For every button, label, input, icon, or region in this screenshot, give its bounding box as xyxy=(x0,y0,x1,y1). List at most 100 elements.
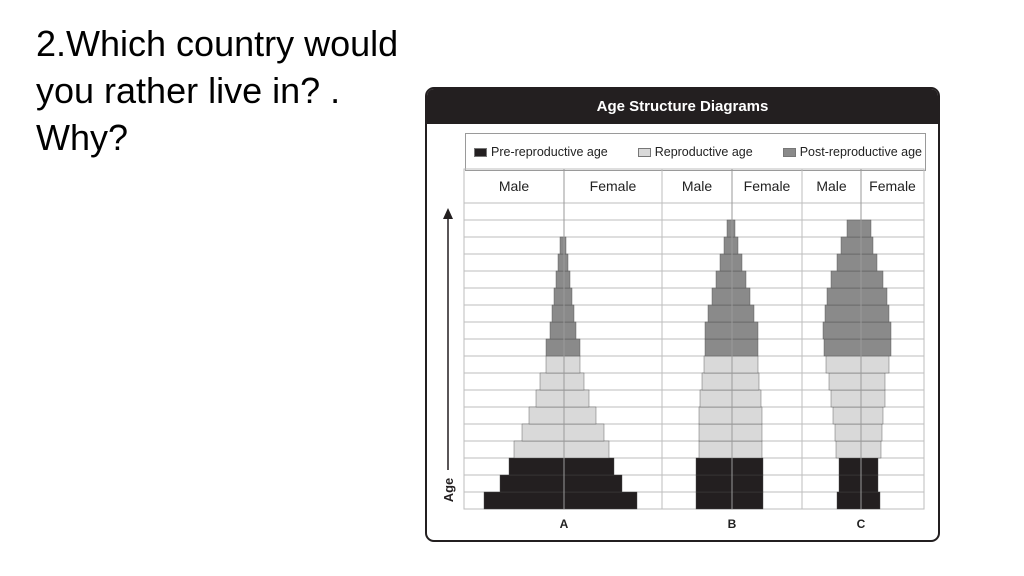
bar-female xyxy=(563,440,610,459)
bar-male xyxy=(557,253,565,272)
bar-female xyxy=(563,253,569,272)
legend-label-pre: Pre-reproductive age xyxy=(491,145,608,159)
bar-male xyxy=(704,338,733,357)
bar-female xyxy=(563,355,581,374)
bar-female xyxy=(731,423,763,442)
bar-female xyxy=(860,457,879,476)
bar-female xyxy=(731,338,759,357)
bar-female xyxy=(860,491,881,510)
question-line-1: 2.Which country would xyxy=(36,23,399,64)
bar-female xyxy=(731,287,751,306)
bar-male xyxy=(828,372,862,391)
bar-male xyxy=(825,355,862,374)
bar-male xyxy=(698,440,733,459)
bar-female xyxy=(563,338,581,357)
bar-male xyxy=(698,423,733,442)
bar-female xyxy=(563,423,605,442)
bar-female xyxy=(731,270,747,289)
bar-male xyxy=(840,236,862,255)
bar-male xyxy=(719,253,733,272)
bar-female xyxy=(860,236,874,255)
bar-male xyxy=(695,491,733,510)
sex-label-female: Female xyxy=(744,178,791,194)
bar-male xyxy=(555,270,565,289)
legend-label-post: Post-reproductive age xyxy=(799,145,922,159)
legend: Pre-reproductive age Reproductive age Po… xyxy=(465,133,926,171)
bar-male xyxy=(824,304,862,323)
bar-male xyxy=(826,287,862,306)
bar-male xyxy=(559,236,565,255)
bar-female xyxy=(731,440,763,459)
bar-male xyxy=(703,355,733,374)
legend-item-pre: Pre-reproductive age xyxy=(474,145,608,159)
bar-male xyxy=(836,491,862,510)
bar-female xyxy=(860,219,872,238)
bar-female xyxy=(860,304,890,323)
bar-male xyxy=(715,270,733,289)
sex-label-female: Female xyxy=(869,178,916,194)
bar-male xyxy=(830,389,862,408)
bar-female xyxy=(731,236,739,255)
age-axis-arrowhead xyxy=(443,208,453,219)
figure-title: Age Structure Diagrams xyxy=(427,89,938,124)
bar-male xyxy=(711,287,733,306)
bar-male xyxy=(822,321,862,340)
bar-male xyxy=(723,236,733,255)
bar-male xyxy=(707,304,733,323)
bar-female xyxy=(563,270,571,289)
sex-label-male: Male xyxy=(816,178,847,194)
bar-male xyxy=(513,440,565,459)
bar-female xyxy=(860,440,882,459)
bar-female xyxy=(860,389,886,408)
bar-female xyxy=(731,457,764,476)
bar-male xyxy=(499,474,565,493)
bar-female xyxy=(731,491,764,510)
bar-male xyxy=(539,372,565,391)
bar-female xyxy=(563,491,638,510)
bar-male xyxy=(535,389,565,408)
age-axis-label: Age xyxy=(441,478,456,503)
bar-male xyxy=(545,355,565,374)
bar-male xyxy=(835,440,862,459)
bar-female xyxy=(731,253,743,272)
legend-item-repro: Reproductive age xyxy=(637,145,753,159)
bar-female xyxy=(731,321,759,340)
bar-female xyxy=(860,321,892,340)
legend-swatch-post xyxy=(782,147,796,157)
bar-female xyxy=(860,372,886,391)
bar-female xyxy=(731,304,755,323)
bar-female xyxy=(563,304,575,323)
bar-female xyxy=(860,406,884,425)
bar-female xyxy=(731,372,760,391)
question-line-2: you rather live in? . xyxy=(36,70,341,111)
bar-female xyxy=(731,355,759,374)
legend-item-post: Post-reproductive age xyxy=(782,145,922,159)
bar-male xyxy=(545,338,565,357)
bar-male xyxy=(823,338,862,357)
bar-male xyxy=(698,406,733,425)
bar-male xyxy=(695,457,733,476)
question-text: 2.Which country would you rather live in… xyxy=(36,20,456,161)
bar-female xyxy=(860,474,879,493)
bar-female xyxy=(860,338,892,357)
bar-male xyxy=(508,457,565,476)
bar-male xyxy=(699,389,733,408)
bar-male xyxy=(701,372,733,391)
bar-male xyxy=(528,406,565,425)
bar-male xyxy=(834,423,862,442)
legend-swatch-repro xyxy=(637,147,651,157)
bar-male xyxy=(695,474,733,493)
bar-female xyxy=(563,474,623,493)
legend-swatch-pre xyxy=(474,147,487,157)
sex-label-female: Female xyxy=(590,178,637,194)
bar-female xyxy=(563,287,573,306)
bar-male xyxy=(838,474,862,493)
bar-male xyxy=(838,457,862,476)
bar-male xyxy=(846,219,862,238)
bar-male xyxy=(836,253,862,272)
bar-female xyxy=(731,474,764,493)
bar-male xyxy=(553,287,565,306)
question-line-3: Why? xyxy=(36,117,129,158)
panel-label: C xyxy=(857,517,866,531)
panel-label: B xyxy=(728,517,737,531)
